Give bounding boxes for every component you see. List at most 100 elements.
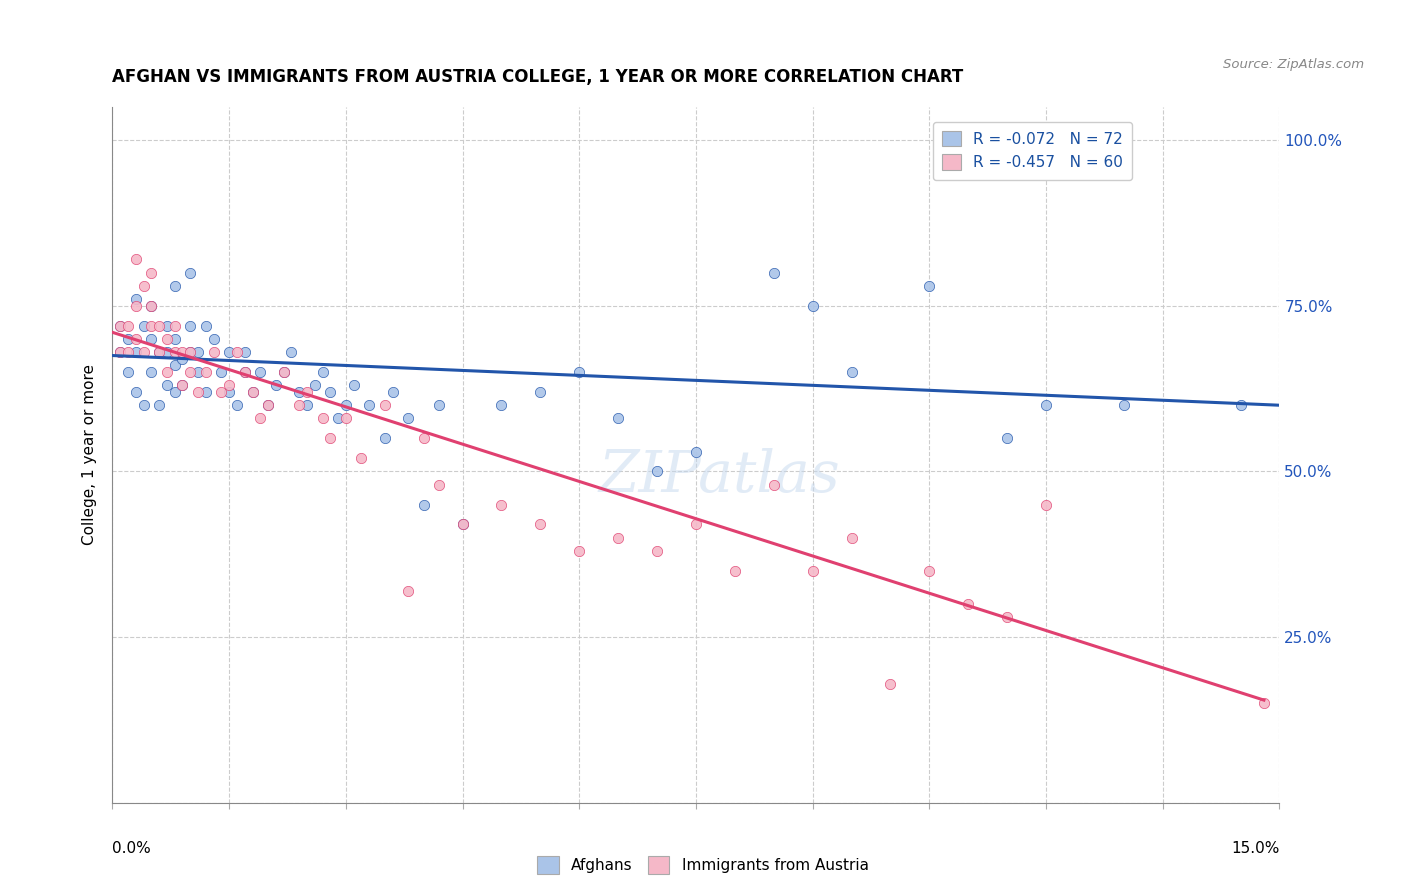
Point (1253, 697, 1275, 711)
Point (141, 299, 163, 313)
Point (568, 365, 591, 379)
Point (110, 318, 132, 333)
Point (148, 398, 170, 412)
Point (163, 279, 186, 293)
Point (117, 318, 139, 333)
Point (117, 332, 139, 346)
Point (242, 384, 264, 399)
Point (427, 398, 450, 412)
Point (141, 332, 163, 346)
Point (172, 345, 194, 359)
Point (343, 378, 366, 392)
Point (141, 365, 163, 379)
Point (218, 378, 240, 392)
Point (156, 318, 179, 333)
Point (491, 498, 513, 512)
Point (295, 398, 318, 412)
Point (1035, 398, 1057, 412)
Point (645, 544, 668, 558)
Point (218, 345, 240, 359)
Point (233, 345, 256, 359)
Point (1229, 398, 1251, 412)
Point (724, 564, 747, 578)
Point (762, 266, 785, 280)
Text: 15.0%: 15.0% (1232, 841, 1279, 856)
Point (264, 378, 287, 392)
Point (218, 384, 240, 399)
Point (529, 517, 551, 532)
Point (762, 477, 785, 491)
Point (110, 345, 132, 359)
Point (1112, 398, 1135, 412)
Point (801, 564, 824, 578)
Text: ZIPatlas: ZIPatlas (599, 448, 841, 504)
Point (412, 431, 434, 445)
Point (172, 378, 194, 392)
Point (156, 365, 179, 379)
Point (685, 444, 707, 458)
Point (187, 384, 209, 399)
Point (273, 365, 295, 379)
Point (311, 411, 333, 425)
Point (148, 318, 170, 333)
Point (172, 351, 194, 366)
Point (179, 318, 201, 333)
Point (801, 299, 824, 313)
Point (607, 531, 630, 545)
Point (117, 365, 139, 379)
Point (125, 292, 148, 306)
Point (163, 332, 186, 346)
Point (995, 431, 1018, 445)
Point (319, 384, 342, 399)
Point (374, 398, 396, 412)
Point (209, 365, 232, 379)
Point (202, 332, 225, 346)
Point (381, 384, 404, 399)
Point (179, 345, 201, 359)
Point (295, 384, 318, 399)
Point (141, 318, 163, 333)
Point (163, 359, 186, 373)
Point (194, 384, 217, 399)
Point (202, 345, 225, 359)
Point (995, 610, 1018, 624)
Legend: R = -0.072   N = 72, R = -0.457   N = 60: R = -0.072 N = 72, R = -0.457 N = 60 (934, 121, 1132, 179)
Point (879, 676, 901, 690)
Point (194, 318, 217, 333)
Point (125, 384, 148, 399)
Point (233, 365, 256, 379)
Text: 0.0%: 0.0% (112, 841, 152, 856)
Point (529, 384, 551, 399)
Point (125, 332, 148, 346)
Point (179, 345, 201, 359)
Point (163, 318, 186, 333)
Point (412, 498, 434, 512)
Point (957, 597, 980, 611)
Point (179, 266, 201, 280)
Point (841, 365, 863, 379)
Point (304, 378, 326, 392)
Point (396, 411, 419, 425)
Point (918, 279, 941, 293)
Point (125, 345, 148, 359)
Point (249, 411, 271, 425)
Point (396, 583, 419, 598)
Point (685, 517, 707, 532)
Point (110, 345, 132, 359)
Point (226, 345, 249, 359)
Point (132, 318, 155, 333)
Point (172, 378, 194, 392)
Point (148, 345, 170, 359)
Text: Source: ZipAtlas.com: Source: ZipAtlas.com (1223, 58, 1364, 71)
Point (132, 398, 155, 412)
Point (148, 345, 170, 359)
Point (117, 345, 139, 359)
Point (194, 365, 217, 379)
Point (335, 398, 357, 412)
Point (187, 345, 209, 359)
Point (226, 398, 249, 412)
Point (132, 279, 155, 293)
Point (141, 299, 163, 313)
Point (273, 365, 295, 379)
Point (645, 465, 668, 479)
